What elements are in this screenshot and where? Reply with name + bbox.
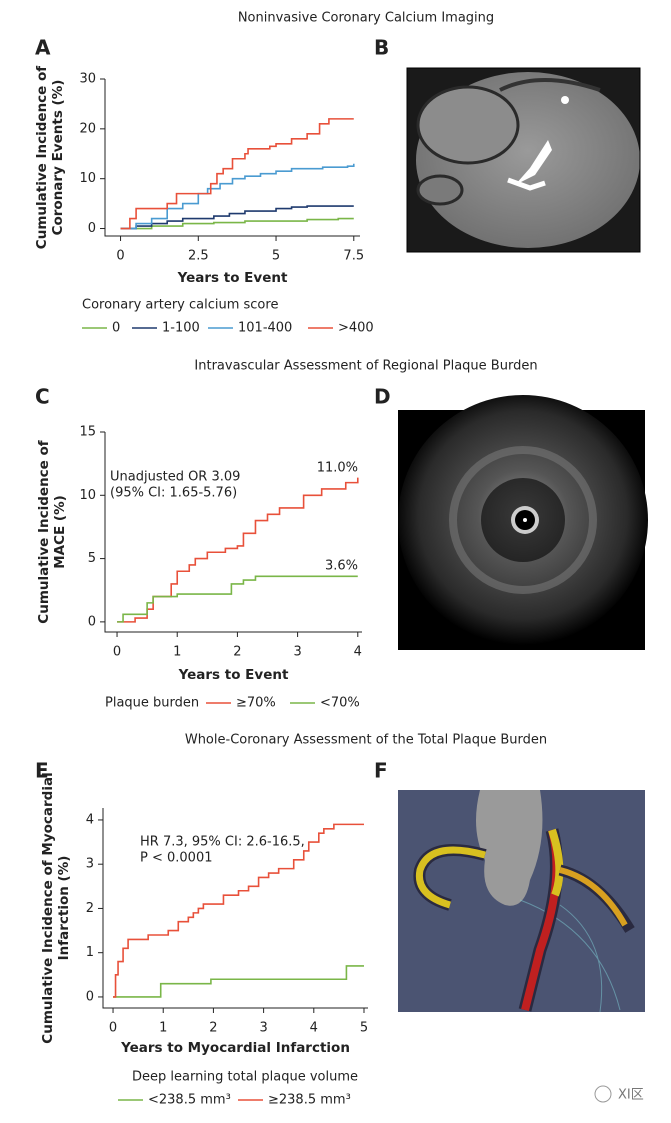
section-title: Whole-Coronary Assessment of the Total P… bbox=[185, 733, 547, 748]
x-tick-label: 4 bbox=[310, 1021, 318, 1036]
axis-line bbox=[104, 79, 360, 237]
x-tick-label: 7.5 bbox=[343, 249, 364, 264]
panel-letter: A bbox=[35, 36, 51, 60]
x-tick-label: 2.5 bbox=[188, 249, 209, 264]
x-tick-label: 0 bbox=[113, 645, 121, 660]
y-axis-label: Infarction (%) bbox=[56, 856, 72, 961]
watermark: XI区 bbox=[594, 1085, 644, 1103]
y-tick-label: 30 bbox=[79, 72, 96, 87]
x-tick-label: 4 bbox=[354, 645, 362, 660]
x-tick-label: 5 bbox=[272, 249, 280, 264]
x-tick-label: 3 bbox=[259, 1021, 267, 1036]
step-line bbox=[113, 965, 364, 998]
x-tick-label: 2 bbox=[209, 1021, 217, 1036]
legend-label: 0 bbox=[112, 321, 120, 336]
annotation: 11.0% bbox=[317, 461, 358, 476]
y-tick-label: 0 bbox=[88, 221, 96, 236]
y-axis-label: Cumulative Incidence of bbox=[34, 66, 50, 249]
y-axis-label: Coronary Events (%) bbox=[50, 80, 66, 236]
x-tick-label: 1 bbox=[173, 645, 181, 660]
legend-title: Plaque burden bbox=[105, 696, 199, 711]
y-tick-label: 10 bbox=[79, 488, 96, 503]
legend-label: ≥238.5 mm³ bbox=[268, 1093, 351, 1108]
panel-letter: E bbox=[35, 759, 49, 783]
x-tick-label: 3 bbox=[293, 645, 301, 660]
y-tick-label: 2 bbox=[86, 901, 94, 916]
axis-line bbox=[104, 432, 362, 633]
y-tick-label: 0 bbox=[88, 614, 96, 629]
x-tick-label: 2 bbox=[233, 645, 241, 660]
x-tick-label: 0 bbox=[109, 1021, 117, 1036]
y-axis-label: MACE (%) bbox=[52, 495, 68, 569]
y-tick-label: 10 bbox=[79, 171, 96, 186]
y-tick-label: 5 bbox=[88, 551, 96, 566]
axis-line bbox=[102, 808, 368, 1009]
watermark-text: XI区 bbox=[618, 1088, 644, 1103]
legend-title: Coronary artery calcium score bbox=[82, 298, 278, 313]
y-tick-label: 4 bbox=[86, 812, 94, 827]
x-axis-label: Years to Myocardial Infarction bbox=[120, 1040, 350, 1056]
ct-image bbox=[406, 67, 641, 253]
legend-label: >400 bbox=[338, 321, 374, 336]
step-line bbox=[120, 163, 355, 230]
x-tick-label: 0 bbox=[116, 249, 124, 264]
y-tick-label: 15 bbox=[79, 425, 96, 440]
x-tick-label: 1 bbox=[159, 1021, 167, 1036]
x-axis-label: Years to Event bbox=[178, 667, 289, 683]
step-line bbox=[120, 205, 354, 230]
annotation: 3.6% bbox=[325, 559, 358, 574]
annotation: HR 7.3, 95% CI: 2.6-16.5, bbox=[140, 835, 305, 850]
legend-label: <70% bbox=[320, 696, 360, 711]
step-line bbox=[113, 823, 364, 998]
y-tick-label: 1 bbox=[86, 945, 94, 960]
y-tick-label: 3 bbox=[86, 857, 94, 872]
plaque-render bbox=[398, 790, 645, 1013]
annotation: (95% CI: 1.65-5.76) bbox=[110, 486, 237, 501]
annotation: P < 0.0001 bbox=[140, 851, 212, 866]
annotation: Unadjusted OR 3.09 bbox=[110, 470, 240, 485]
x-tick-label: 5 bbox=[360, 1021, 368, 1036]
panel-letter: C bbox=[35, 385, 50, 409]
legend-label: 101-400 bbox=[238, 321, 292, 336]
legend-label: ≥70% bbox=[236, 696, 276, 711]
legend-label: 1-100 bbox=[162, 321, 200, 336]
panel-letter: D bbox=[374, 385, 391, 409]
step-line bbox=[120, 217, 354, 230]
panel-letter: B bbox=[374, 36, 389, 60]
panel-letter: F bbox=[374, 759, 388, 783]
legend-title: Deep learning total plaque volume bbox=[132, 1070, 358, 1085]
x-axis-label: Years to Event bbox=[177, 270, 288, 286]
section-title: Noninvasive Coronary Calcium Imaging bbox=[238, 11, 494, 26]
step-line bbox=[120, 118, 354, 230]
y-tick-label: 20 bbox=[79, 121, 96, 136]
step-line bbox=[117, 575, 358, 623]
section-title: Intravascular Assessment of Regional Pla… bbox=[194, 359, 537, 374]
ivus-image bbox=[398, 395, 648, 650]
legend-label: <238.5 mm³ bbox=[148, 1093, 231, 1108]
y-axis-label: Cumulative Incidence of bbox=[36, 440, 52, 623]
y-tick-label: 0 bbox=[86, 989, 94, 1004]
y-axis-label: Cumulative Incidence of Myocardial bbox=[40, 772, 56, 1043]
